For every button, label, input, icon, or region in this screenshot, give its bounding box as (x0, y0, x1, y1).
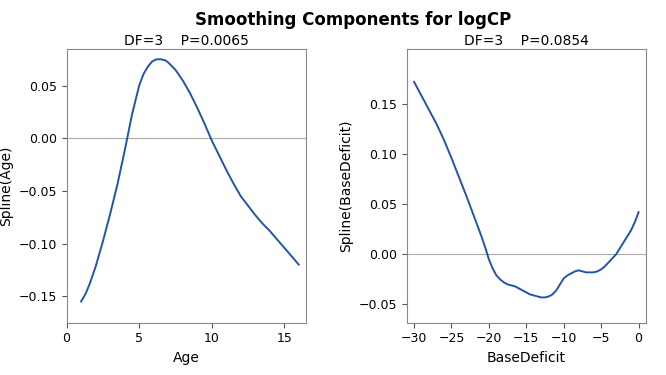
Y-axis label: Spline(Age): Spline(Age) (0, 146, 13, 226)
Title: DF=3    P=0.0854: DF=3 P=0.0854 (464, 34, 589, 48)
Title: DF=3    P=0.0065: DF=3 P=0.0065 (124, 34, 249, 48)
X-axis label: Age: Age (173, 351, 200, 365)
X-axis label: BaseDeficit: BaseDeficit (487, 351, 566, 365)
Y-axis label: Spline(BaseDeficit): Spline(BaseDeficit) (339, 119, 353, 252)
Text: Smoothing Components for logCP: Smoothing Components for logCP (195, 11, 511, 29)
